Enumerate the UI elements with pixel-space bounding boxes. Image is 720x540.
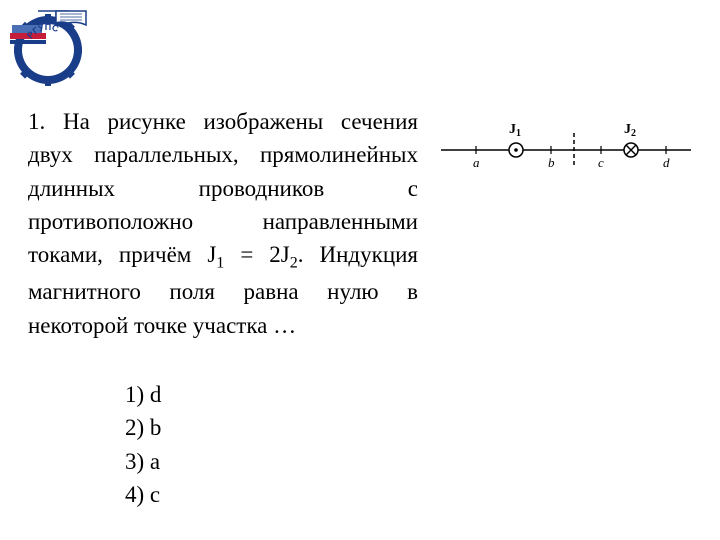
answer-options: 1) d 2) b 3) a 4) c: [125, 378, 161, 511]
svg-text:a: a: [473, 155, 480, 170]
answer-option-1: 1) d: [125, 378, 161, 411]
question-part2: = 2J: [224, 242, 289, 267]
physics-diagram: J1 J2 a b c d: [436, 115, 696, 180]
answer-option-3: 3) a: [125, 445, 161, 478]
university-logo: РГУПС: [8, 5, 103, 95]
question-text: 1. На рисунке изображены сечения двух па…: [28, 105, 418, 342]
question-number: 1.: [28, 109, 45, 134]
answer-option-2: 2) b: [125, 411, 161, 444]
logo-svg: РГУПС: [8, 5, 103, 90]
svg-text:b: b: [548, 155, 555, 170]
question-sub2: 2: [290, 255, 298, 272]
diagram-svg: J1 J2 a b c d: [436, 115, 696, 175]
answer-option-4: 4) c: [125, 478, 161, 511]
svg-text:d: d: [663, 155, 670, 170]
svg-text:c: c: [598, 155, 604, 170]
svg-text:J1: J1: [509, 122, 521, 139]
svg-text:J2: J2: [624, 122, 636, 139]
